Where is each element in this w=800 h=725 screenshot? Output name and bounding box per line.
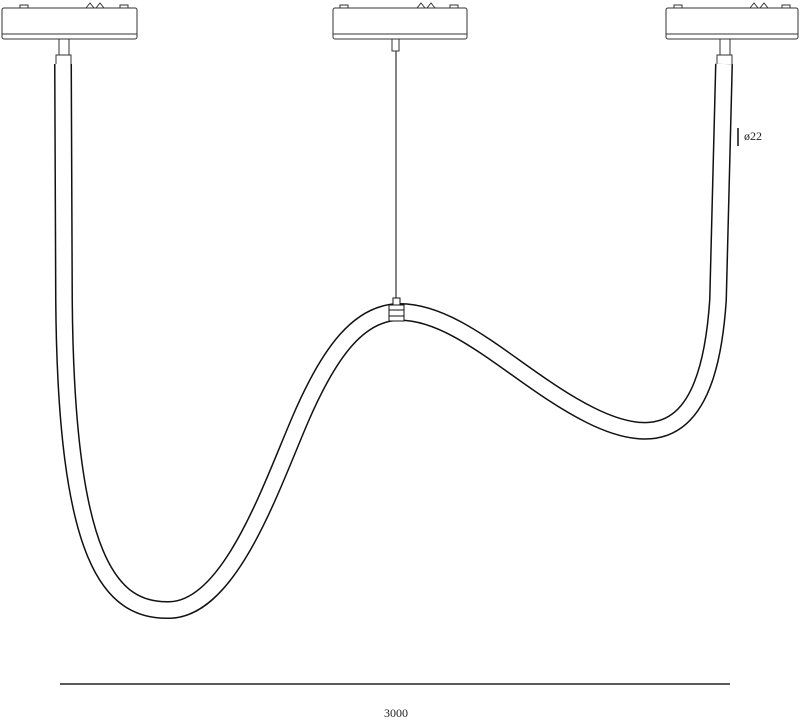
pendant-clamp [388, 297, 405, 322]
track-adapters [1, 2, 799, 40]
stems [55, 38, 733, 66]
diameter-label: ø22 [744, 129, 762, 143]
width-label: 3000 [384, 706, 408, 720]
tube [54, 63, 733, 620]
